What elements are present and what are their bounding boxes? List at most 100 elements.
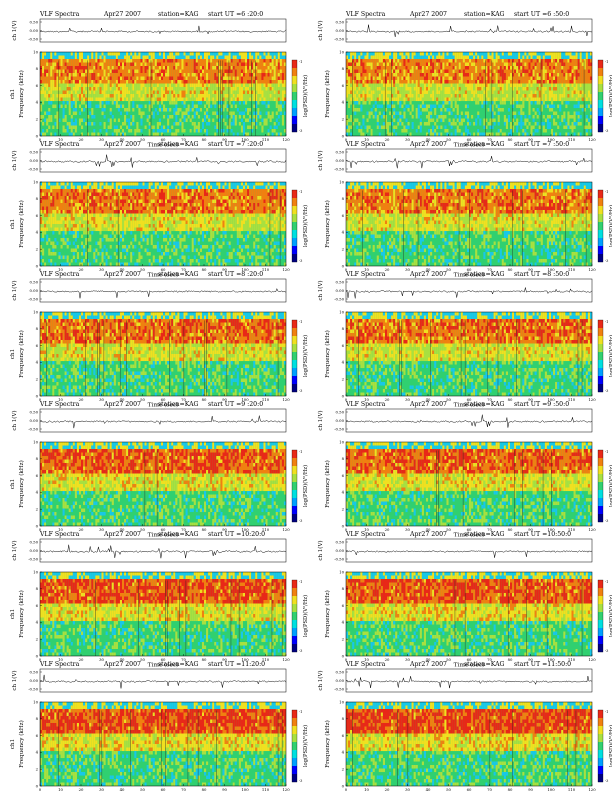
spectrogram-cell [52, 97, 55, 102]
spectrogram-cell [458, 73, 461, 77]
spectrogram-cell [160, 55, 164, 60]
spectrogram-cell [259, 90, 262, 95]
spectrogram-cell [103, 59, 106, 63]
spectrogram-cell [60, 62, 63, 67]
spectrogram-cell [62, 76, 65, 81]
spectrogram-cell [68, 73, 71, 77]
spectrogram-cell [109, 132, 112, 137]
spectrogram-cell [561, 55, 564, 60]
spectrogram-cell [481, 94, 484, 98]
spectrogram-cell [185, 59, 188, 63]
spectrogram-cell [85, 83, 88, 88]
spectrogram-cell [74, 83, 77, 88]
spectrogram-cell [551, 97, 554, 102]
spectrogram-cell [255, 97, 258, 102]
spectrogram-cell [58, 83, 61, 88]
spectrogram-cell [78, 80, 82, 84]
spectrogram-cell [273, 52, 276, 56]
spectrogram-cell [132, 94, 135, 98]
spectrogram-cell [257, 87, 260, 91]
spectrogram-cell [530, 97, 533, 102]
spectrogram-cell [56, 55, 59, 60]
spectrogram-cell [212, 80, 215, 84]
spectrogram-cell [382, 94, 385, 98]
spectrogram-cell [499, 87, 502, 91]
spectrogram-cell [193, 55, 196, 60]
spectrogram-cell [577, 62, 580, 67]
spectrogram-cell [95, 69, 98, 74]
spectrogram-cell [393, 80, 396, 84]
spectrogram-cell [255, 69, 258, 74]
spectrogram-cell [360, 66, 363, 70]
spectrogram-cell [491, 59, 494, 63]
spectrogram-cell [267, 59, 270, 63]
spectrogram-cell [551, 66, 554, 70]
spectrogram-cell [255, 125, 258, 130]
spectrogram-cell [242, 76, 246, 81]
spectrogram-cell [413, 83, 416, 88]
spectrogram-cell [495, 80, 498, 84]
spectrogram-cell [352, 97, 355, 102]
spectrogram-cell [214, 55, 217, 60]
spectrogram-cell [210, 83, 213, 88]
spectrogram-cell [407, 90, 410, 95]
spectrogram-cell [206, 87, 209, 91]
spectrogram-cell [283, 132, 287, 137]
spectrogram-cell [497, 97, 500, 102]
spectrogram-cell [230, 87, 233, 91]
spectrogram-cell [103, 52, 106, 56]
spectrogram-cell [473, 90, 476, 95]
spectrogram-cell [72, 111, 75, 116]
spectrogram-cell [216, 69, 219, 74]
spectrogram-cell [275, 59, 278, 63]
spectrogram-cell [415, 129, 418, 133]
spectrogram-cell [438, 125, 441, 130]
spectrogram-cell [50, 224, 53, 228]
spectrogram-cell [518, 69, 521, 74]
spectrogram-cell [117, 97, 120, 102]
y-axis-label: Frequency (kHz) [324, 70, 331, 118]
spectrogram-cell [46, 196, 49, 200]
spectrogram-cell [460, 90, 463, 95]
spectrogram-cell [165, 80, 168, 84]
spectrogram-cell [485, 55, 488, 60]
spectrogram-cell [583, 76, 586, 81]
spectrogram-cell [228, 83, 231, 88]
spectrogram-cell [487, 94, 490, 98]
spectrogram-cell [185, 108, 188, 112]
spectrogram-cell [208, 94, 211, 98]
spectrogram-cell [356, 80, 359, 84]
spectrogram-cell [214, 132, 217, 137]
spectrogram-cell [158, 87, 161, 91]
spectrogram-cell [208, 73, 211, 77]
spectrogram-cell [405, 62, 408, 67]
spectrogram-cell [559, 94, 562, 98]
spectrogram-cell [128, 125, 131, 130]
spectrogram-cell [491, 97, 494, 102]
spectrogram-cell [158, 97, 161, 102]
spectrogram-cell [232, 83, 235, 88]
spectrogram-cell [175, 83, 178, 88]
spectrogram-cell [450, 83, 453, 88]
spectrogram-cell [553, 52, 556, 56]
spectrogram-cell [413, 132, 416, 137]
spectrogram-cell [242, 87, 246, 91]
spectrogram-cell [78, 97, 82, 102]
spectrogram-cell [569, 94, 572, 98]
spectrogram-cell [124, 76, 127, 81]
spectrogram-cell [152, 125, 155, 130]
spectrogram-cell [224, 104, 227, 109]
spectrogram-cell [199, 108, 202, 112]
spectrogram-cell [171, 115, 174, 119]
spectrogram-cell [507, 76, 511, 81]
spectrogram-cell [555, 90, 558, 95]
spectrogram-cell [565, 129, 568, 133]
spectrogram-cell [263, 55, 266, 60]
spectrogram-cell [109, 129, 112, 133]
spectrogram-cell [44, 118, 47, 123]
spectrogram-cell [542, 59, 545, 63]
spectrogram-cell [181, 55, 184, 60]
spectrogram-cell [444, 87, 447, 91]
spectrogram-cell [117, 62, 120, 67]
spectrogram-cell [40, 255, 43, 260]
